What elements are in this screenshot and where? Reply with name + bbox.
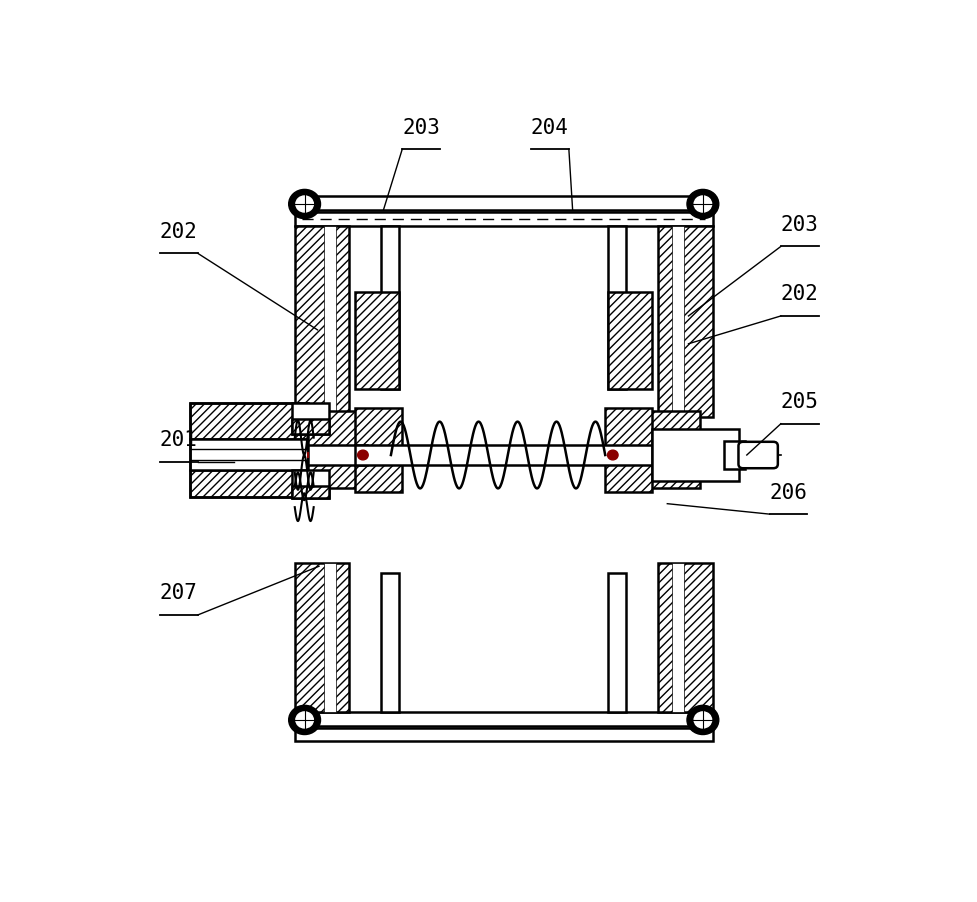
Bar xyxy=(724,442,745,469)
Bar xyxy=(356,292,400,390)
Text: 205: 205 xyxy=(781,391,819,411)
Text: 207: 207 xyxy=(160,583,198,603)
Bar xyxy=(191,439,308,471)
Bar xyxy=(191,403,308,497)
Bar xyxy=(295,213,713,226)
Bar xyxy=(658,563,713,713)
Bar xyxy=(658,226,713,418)
Bar xyxy=(295,563,350,713)
Bar xyxy=(292,471,329,499)
Bar xyxy=(295,728,713,741)
Bar xyxy=(381,226,400,390)
Text: 201: 201 xyxy=(160,430,198,450)
Text: 204: 204 xyxy=(531,117,569,137)
Bar xyxy=(295,226,350,418)
Circle shape xyxy=(289,190,320,219)
Bar xyxy=(672,226,684,418)
Circle shape xyxy=(608,451,618,460)
Bar xyxy=(191,403,308,439)
Bar xyxy=(323,226,336,418)
Circle shape xyxy=(694,197,711,213)
Bar xyxy=(356,409,403,492)
Bar xyxy=(381,574,400,713)
Circle shape xyxy=(296,197,314,213)
Bar xyxy=(295,198,713,211)
Bar xyxy=(609,292,653,390)
Bar xyxy=(308,411,357,489)
Bar xyxy=(356,445,653,466)
Circle shape xyxy=(296,712,314,728)
Bar xyxy=(609,574,626,713)
Circle shape xyxy=(694,712,711,728)
Bar xyxy=(292,403,329,435)
Bar xyxy=(292,419,329,435)
Bar xyxy=(672,563,684,713)
Bar xyxy=(323,563,336,713)
Bar xyxy=(653,429,740,482)
Text: 206: 206 xyxy=(770,482,807,502)
Bar xyxy=(292,486,329,499)
Text: 202: 202 xyxy=(781,284,819,304)
Text: 202: 202 xyxy=(160,222,198,242)
Circle shape xyxy=(687,705,719,735)
Bar xyxy=(651,411,700,489)
FancyBboxPatch shape xyxy=(739,442,778,469)
Bar xyxy=(605,409,653,492)
Bar xyxy=(609,226,626,390)
Text: 203: 203 xyxy=(403,117,441,137)
Text: 203: 203 xyxy=(781,215,819,235)
Circle shape xyxy=(289,705,320,735)
Circle shape xyxy=(687,190,719,219)
Bar xyxy=(191,471,308,497)
Circle shape xyxy=(358,451,368,460)
Bar xyxy=(295,713,713,726)
Bar xyxy=(308,445,366,466)
